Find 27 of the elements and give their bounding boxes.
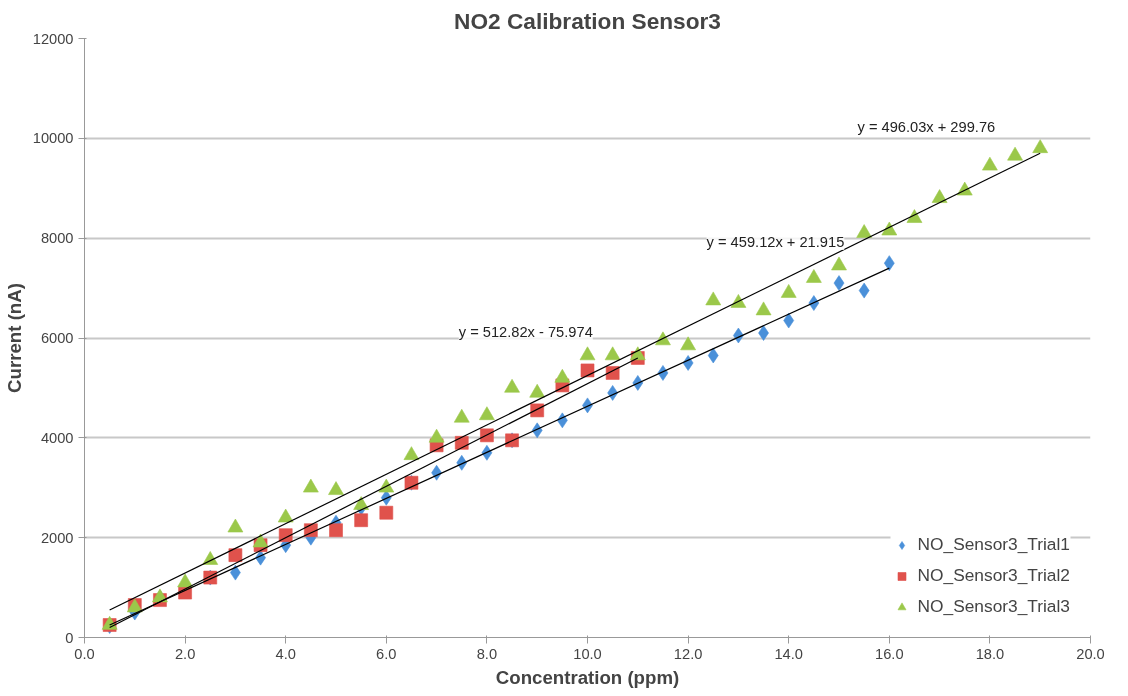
legend-label: NO_Sensor3_Trial1 bbox=[917, 534, 1070, 555]
x-tick-label: 10.0 bbox=[573, 645, 602, 662]
y-tick-label: 2000 bbox=[40, 529, 74, 546]
legend-label: NO_Sensor3_Trial2 bbox=[917, 565, 1070, 586]
annotation: y = 496.03x + 299.76 bbox=[857, 119, 996, 136]
x-tick-label: 2.0 bbox=[174, 645, 196, 662]
x-tick-label: 14.0 bbox=[774, 645, 803, 662]
x-tick-label: 20.0 bbox=[1076, 645, 1105, 662]
chart-title: NO2 Calibration Sensor3 bbox=[454, 7, 721, 34]
annotation: y = 512.82x - 75.974 bbox=[458, 323, 593, 340]
x-tick-label: 12.0 bbox=[673, 645, 703, 662]
y-tick-label: 10000 bbox=[32, 130, 74, 147]
y-tick-label: 4000 bbox=[40, 429, 74, 446]
x-tick-label: 4.0 bbox=[275, 645, 296, 662]
x-tick-label: 8.0 bbox=[476, 645, 498, 662]
y-tick-label: 8000 bbox=[40, 230, 74, 247]
annotation: y = 459.12x + 21.915 bbox=[706, 234, 845, 251]
x-tick-label: 0.0 bbox=[74, 645, 95, 662]
x-tick-label: 16.0 bbox=[875, 645, 904, 662]
y-tick-label: 0 bbox=[65, 629, 74, 646]
legend-label: NO_Sensor3_Trial3 bbox=[917, 596, 1070, 617]
x-axis-title: Concentration (ppm) bbox=[495, 666, 680, 688]
y-tick-label: 12000 bbox=[32, 30, 74, 47]
x-tick-label: 6.0 bbox=[376, 645, 397, 662]
x-tick-label: 18.0 bbox=[975, 645, 1005, 662]
y-tick-label: 6000 bbox=[40, 330, 74, 346]
y-axis-title: Current (nA) bbox=[3, 283, 25, 393]
